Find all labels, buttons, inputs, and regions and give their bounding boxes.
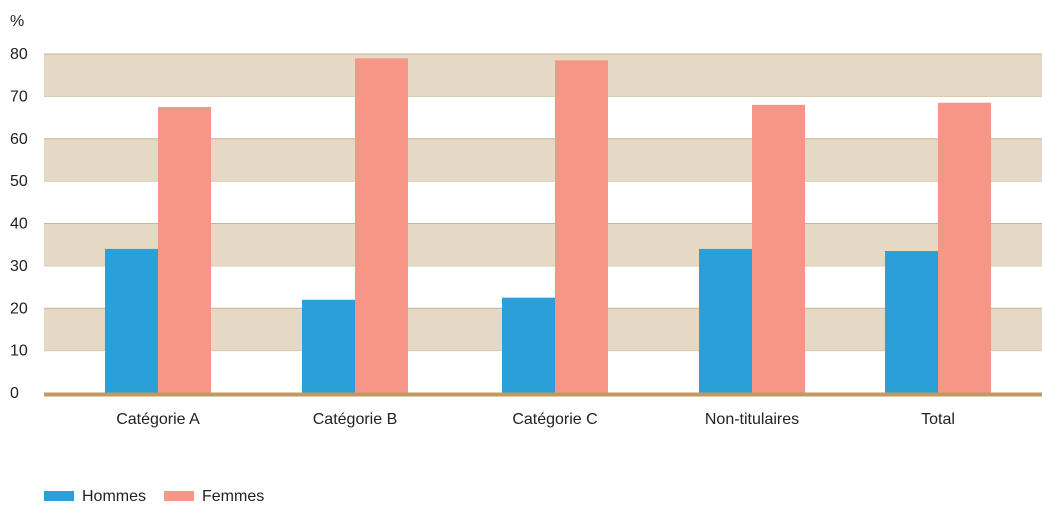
bar-femmes-3 [555,60,608,393]
y-tick-label: 60 [10,131,28,148]
bar-hommes-3 [502,297,555,393]
category-label: Catégorie B [313,411,398,428]
y-tick-label: 0 [10,385,19,402]
y-axis-ticks: 0 10 20 30 40 50 60 70 80 [10,46,28,402]
y-axis-unit: % [10,13,24,30]
bar-femmes-2 [355,58,408,394]
y-tick-label: 70 [10,88,28,105]
bars [105,58,991,394]
bar-hommes-5 [885,251,938,393]
y-tick-label: 10 [10,343,28,360]
bar-femmes-1 [158,106,211,393]
grid-band [44,54,1042,97]
category-label: Catégorie C [512,411,597,428]
bar-hommes-2 [302,299,355,393]
legend-swatch-hommes [44,491,74,501]
y-tick-label: 20 [10,300,28,317]
legend-label-hommes: Hommes [82,488,146,505]
legend-label-femmes: Femmes [202,488,264,505]
y-tick-label: 80 [10,46,28,63]
bar-femmes-4 [752,104,805,393]
category-labels: Catégorie A Catégorie B Catégorie C Non-tit… [116,411,955,428]
category-label: Non-titulaires [705,411,799,428]
legend: Hommes Femmes [44,488,264,505]
category-label: Catégorie A [116,411,200,428]
bar-femmes-5 [938,102,991,393]
legend-swatch-femmes [164,491,194,501]
y-tick-label: 50 [10,173,28,190]
category-label: Total [921,411,955,428]
y-tick-label: 30 [10,258,28,275]
y-tick-label: 40 [10,216,28,233]
bar-hommes-4 [699,248,752,393]
bar-hommes-1 [105,248,158,393]
